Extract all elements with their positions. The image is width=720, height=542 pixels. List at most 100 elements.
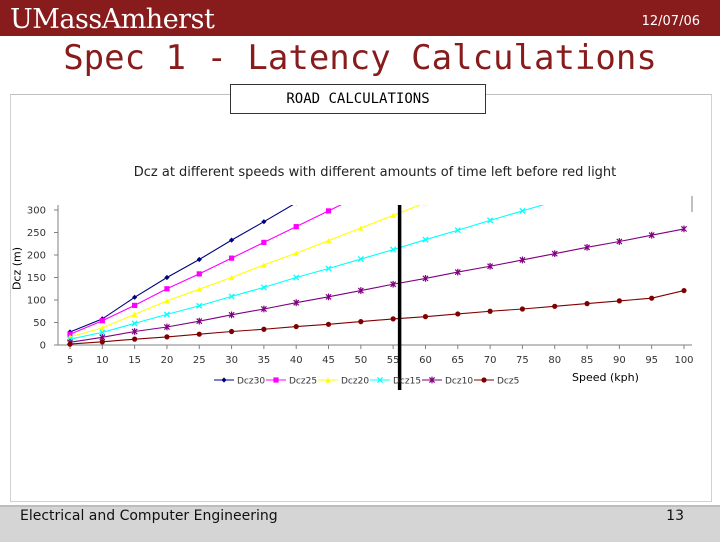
x-tick-label: 50 bbox=[354, 355, 367, 366]
data-point bbox=[228, 328, 235, 335]
data-point bbox=[228, 255, 235, 261]
legend-label: Dcz15 bbox=[393, 377, 421, 387]
data-point bbox=[196, 302, 203, 309]
data-point bbox=[260, 305, 267, 313]
data-point bbox=[488, 175, 493, 180]
legend-item: Dcz25 bbox=[266, 377, 317, 387]
data-point bbox=[67, 341, 73, 347]
data-point bbox=[681, 287, 687, 294]
data-point bbox=[584, 30, 589, 35]
data-point bbox=[376, 376, 384, 384]
legend-label: Dcz20 bbox=[341, 377, 369, 387]
series-line bbox=[69, 228, 685, 343]
data-point bbox=[422, 275, 429, 282]
data-point bbox=[99, 318, 105, 324]
data-point bbox=[423, 161, 428, 166]
y-tick-label: 100 bbox=[27, 296, 46, 307]
data-point bbox=[99, 329, 106, 336]
data-point bbox=[681, 35, 686, 40]
data-point bbox=[617, 125, 622, 130]
x-tick-label: 45 bbox=[322, 355, 335, 366]
data-point bbox=[584, 137, 589, 142]
data-point bbox=[325, 321, 332, 327]
chart-title: Dcz at different speeds with different a… bbox=[133, 165, 617, 180]
legend-item: Dcz10 bbox=[422, 377, 473, 387]
x-tick-label: 15 bbox=[128, 355, 141, 366]
x-tick-label: 100 bbox=[674, 355, 693, 366]
data-point bbox=[358, 319, 364, 325]
data-point bbox=[422, 314, 429, 320]
x-tick-label: 80 bbox=[548, 355, 561, 366]
data-point bbox=[391, 177, 396, 182]
data-point bbox=[273, 377, 279, 383]
data-point bbox=[552, 49, 557, 54]
series-line bbox=[69, 205, 294, 333]
series-dcz25 bbox=[67, 35, 686, 337]
y-tick-label: 200 bbox=[27, 251, 46, 262]
data-point bbox=[293, 274, 300, 281]
x-tick-label: 40 bbox=[290, 355, 303, 366]
data-point bbox=[520, 114, 525, 119]
y-tick-label: 150 bbox=[27, 273, 46, 284]
data-point bbox=[99, 339, 105, 345]
data-point bbox=[488, 130, 493, 135]
data-point bbox=[648, 231, 655, 239]
data-point bbox=[552, 303, 558, 309]
legend-item: Dcz5 bbox=[474, 377, 519, 387]
data-point bbox=[552, 150, 557, 155]
legend-item: Dcz20 bbox=[318, 377, 369, 387]
footer-department: Electrical and Computer Engineering bbox=[20, 508, 278, 524]
x-tick-label: 10 bbox=[96, 355, 109, 366]
data-point bbox=[164, 298, 170, 304]
data-point bbox=[680, 225, 688, 233]
legend-item: Dcz30 bbox=[214, 377, 265, 387]
data-point bbox=[487, 217, 494, 224]
series-dcz10 bbox=[66, 225, 688, 346]
data-point bbox=[358, 193, 363, 198]
x-tick-label: 25 bbox=[193, 355, 206, 366]
x-tick-label: 35 bbox=[258, 355, 271, 366]
data-point bbox=[325, 238, 332, 244]
data-point bbox=[584, 243, 591, 251]
data-point bbox=[163, 323, 170, 331]
data-point bbox=[455, 188, 460, 193]
data-point bbox=[358, 162, 363, 167]
slide-date: 12/07/06 bbox=[641, 14, 700, 29]
data-point bbox=[261, 239, 267, 245]
slide-title: Spec 1 - Latency Calculations bbox=[63, 38, 657, 78]
data-point bbox=[131, 328, 138, 335]
data-point bbox=[228, 293, 235, 300]
data-point bbox=[584, 301, 590, 307]
data-point bbox=[325, 377, 331, 383]
data-point bbox=[584, 82, 589, 87]
data-point bbox=[519, 207, 526, 214]
data-point bbox=[617, 180, 622, 185]
data-point bbox=[196, 317, 203, 325]
footer-bar bbox=[0, 505, 720, 542]
data-point bbox=[293, 323, 299, 330]
series-dcz30 bbox=[67, 30, 589, 335]
legend-label: Dcz10 bbox=[445, 377, 473, 387]
data-point bbox=[132, 311, 138, 317]
data-point bbox=[325, 208, 332, 214]
data-point bbox=[454, 268, 461, 276]
y-tick-label: 0 bbox=[40, 341, 46, 352]
data-point bbox=[390, 280, 397, 288]
data-point bbox=[196, 286, 202, 292]
x-tick-label: 65 bbox=[451, 355, 464, 366]
data-point bbox=[196, 256, 202, 263]
data-point bbox=[163, 311, 171, 318]
data-point bbox=[552, 98, 557, 103]
data-point bbox=[295, 205, 297, 206]
data-point bbox=[325, 293, 332, 301]
x-tick-label: 85 bbox=[581, 355, 594, 366]
x-tick-label: 60 bbox=[419, 355, 432, 366]
data-point bbox=[261, 326, 267, 332]
x-tick-label: 5 bbox=[67, 355, 73, 366]
x-tick-label: 75 bbox=[516, 355, 529, 366]
x-tick-label: 30 bbox=[225, 355, 238, 366]
data-point bbox=[196, 271, 202, 277]
data-point bbox=[681, 161, 686, 166]
data-point bbox=[358, 225, 364, 231]
data-point bbox=[260, 284, 267, 291]
